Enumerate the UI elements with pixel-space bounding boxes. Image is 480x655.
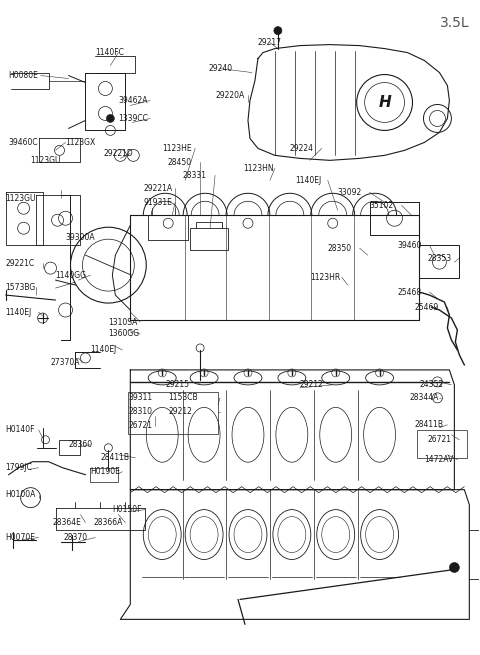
Bar xyxy=(190,228,228,250)
Text: 29224: 29224 xyxy=(290,144,314,153)
Text: 91931E: 91931E xyxy=(144,198,172,207)
Text: 28360: 28360 xyxy=(69,440,93,449)
Text: 28366A: 28366A xyxy=(94,518,123,527)
Text: 29240: 29240 xyxy=(208,64,232,73)
Text: 1472AV: 1472AV xyxy=(424,455,454,464)
Bar xyxy=(59,440,81,455)
Text: H0080E: H0080E xyxy=(9,71,38,80)
Text: 1339CC: 1339CC xyxy=(119,114,148,123)
Text: 1140EJ: 1140EJ xyxy=(295,176,321,185)
Text: 1123GU: 1123GU xyxy=(31,156,61,165)
Text: 28370: 28370 xyxy=(63,533,88,542)
Text: 1140GG: 1140GG xyxy=(56,271,86,280)
Text: 29215: 29215 xyxy=(165,381,189,389)
Text: 1799JC: 1799JC xyxy=(6,463,33,472)
Text: 24352: 24352 xyxy=(420,381,444,389)
Text: 1123GU: 1123GU xyxy=(6,194,36,203)
Text: 29212: 29212 xyxy=(300,381,324,389)
Circle shape xyxy=(107,115,114,122)
Text: 28364E: 28364E xyxy=(52,518,82,527)
Text: 28310: 28310 xyxy=(128,407,152,417)
Bar xyxy=(418,430,468,458)
Text: H0150F: H0150F xyxy=(112,505,142,514)
Text: 29221C: 29221C xyxy=(6,259,35,268)
Text: 35102: 35102 xyxy=(370,201,394,210)
Text: 28331: 28331 xyxy=(182,171,206,180)
Text: 1153CB: 1153CB xyxy=(168,394,198,402)
Text: H0070E: H0070E xyxy=(6,533,36,542)
Text: 28411B: 28411B xyxy=(415,421,444,429)
Text: 39300A: 39300A xyxy=(65,233,95,242)
Text: 28450: 28450 xyxy=(167,158,192,167)
Text: 28411B: 28411B xyxy=(100,453,130,462)
Text: 33092: 33092 xyxy=(338,188,362,196)
Text: 29217: 29217 xyxy=(258,38,282,47)
Text: 26721: 26721 xyxy=(128,421,152,430)
Text: 1573BG: 1573BG xyxy=(6,282,36,291)
Text: 25468: 25468 xyxy=(397,288,421,297)
Text: 1140EJ: 1140EJ xyxy=(90,345,117,354)
Text: 28350: 28350 xyxy=(328,244,352,253)
Text: H0190E: H0190E xyxy=(90,467,120,476)
Text: 29212: 29212 xyxy=(168,407,192,417)
Text: 1123HR: 1123HR xyxy=(310,272,340,282)
Text: H0140F: H0140F xyxy=(6,425,35,434)
Text: 1310SA: 1310SA xyxy=(108,318,138,326)
Circle shape xyxy=(274,27,282,35)
Circle shape xyxy=(449,563,459,572)
Text: 28344A: 28344A xyxy=(409,394,439,402)
Text: 39460C: 39460C xyxy=(9,138,38,147)
Text: 29220A: 29220A xyxy=(215,91,244,100)
Text: H0100A: H0100A xyxy=(6,490,36,499)
Text: H: H xyxy=(378,95,391,110)
Text: 1140EJ: 1140EJ xyxy=(6,308,32,316)
Text: 1123GX: 1123GX xyxy=(65,138,96,147)
Text: 1123HE: 1123HE xyxy=(162,144,192,153)
Text: 39462A: 39462A xyxy=(119,96,148,105)
Text: 3.5L: 3.5L xyxy=(440,16,469,29)
Text: 1140FC: 1140FC xyxy=(96,48,124,57)
Text: 29221A: 29221A xyxy=(144,184,172,193)
Text: 1360GG: 1360GG xyxy=(108,329,140,339)
Bar xyxy=(128,392,218,434)
Text: 25469: 25469 xyxy=(415,303,439,312)
Text: 1123HN: 1123HN xyxy=(243,164,274,173)
Text: 29221D: 29221D xyxy=(103,149,133,158)
Text: 39311: 39311 xyxy=(128,394,153,402)
Text: 39460: 39460 xyxy=(397,240,422,250)
Text: 28353: 28353 xyxy=(428,253,452,263)
Text: 26721: 26721 xyxy=(428,436,452,444)
Text: 27370A: 27370A xyxy=(50,358,80,367)
